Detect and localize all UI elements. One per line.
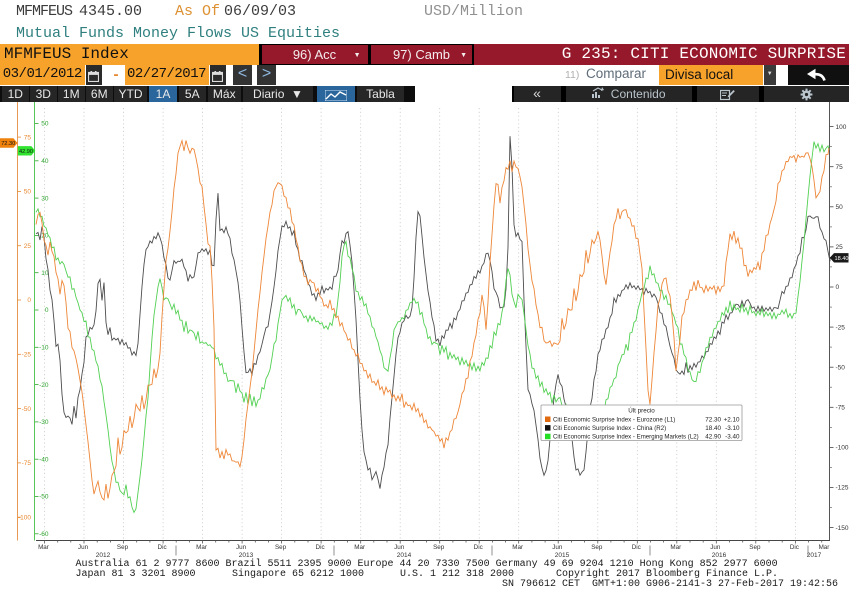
svg-text:Citi Economic Surprise Index -: Citi Economic Surprise Index - Eurozone … [553,417,675,424]
svg-text:Jun: Jun [236,544,247,551]
svg-text:-20: -20 [39,382,49,389]
svg-text:40: 40 [41,158,49,165]
svg-text:50: 50 [41,121,49,128]
svg-text:Sep: Sep [275,544,287,551]
svg-text:Mar: Mar [196,544,207,551]
svg-text:Jun: Jun [552,544,563,551]
svg-text:-60: -60 [39,531,49,538]
svg-text:Dic: Dic [474,544,483,551]
svg-text:-50: -50 [39,494,49,501]
svg-text:-50: -50 [836,364,846,371]
svg-text:2015: 2015 [555,552,570,559]
svg-text:Dic: Dic [158,544,167,551]
svg-text:Dic: Dic [316,544,325,551]
svg-text:-125: -125 [836,485,849,492]
svg-text:2012: 2012 [96,552,111,559]
svg-text:Citi Economic Surprise Index -: Citi Economic Surprise Index - Emerging … [553,434,699,441]
svg-text:10: 10 [41,270,49,277]
svg-text:-30: -30 [39,419,49,426]
svg-text:72.30: 72.30 [1,141,15,147]
svg-text:Sep: Sep [749,544,761,551]
svg-text:75: 75 [24,134,32,141]
svg-text:Mar: Mar [38,544,49,551]
svg-text:20: 20 [41,233,49,240]
svg-text:30: 30 [41,195,49,202]
svg-text:-75: -75 [836,405,846,412]
svg-text:2016: 2016 [712,552,727,559]
svg-text:0: 0 [836,284,840,291]
svg-text:25: 25 [836,244,844,251]
svg-text:42.90: 42.90 [705,434,721,441]
svg-text:25: 25 [24,243,32,250]
svg-text:75: 75 [836,164,844,171]
svg-text:-100: -100 [836,445,849,452]
svg-text:Últ precio: Últ precio [628,406,655,415]
svg-text:0: 0 [27,297,31,304]
svg-text:Sep: Sep [433,544,445,551]
svg-text:Jun: Jun [394,544,405,551]
svg-text:-150: -150 [836,525,849,532]
svg-text:-50: -50 [22,406,32,413]
svg-text:18.40: 18.40 [835,256,849,262]
svg-text:-10: -10 [39,345,49,352]
svg-text:-25: -25 [836,324,846,331]
svg-text:-3.10: -3.10 [725,425,740,432]
svg-text:Mar: Mar [819,544,830,551]
svg-text:0: 0 [45,307,49,314]
svg-text:Dic: Dic [632,544,641,551]
svg-text:50: 50 [836,204,844,211]
svg-text:18.40: 18.40 [705,425,721,432]
svg-text:100: 100 [836,124,847,131]
svg-text:Jun: Jun [710,544,721,551]
svg-text:72.30: 72.30 [705,417,721,424]
svg-text:50: 50 [24,189,32,196]
svg-text:-100: -100 [18,514,31,521]
svg-text:+2.10: +2.10 [724,417,740,424]
svg-text:Mar: Mar [670,544,681,551]
svg-text:-25: -25 [22,352,32,359]
svg-text:2013: 2013 [239,552,254,559]
svg-text:42.90: 42.90 [19,149,33,155]
svg-text:2017: 2017 [807,552,822,559]
svg-text:-3.40: -3.40 [725,434,740,441]
svg-text:-40: -40 [39,456,49,463]
svg-text:Jun: Jun [78,544,89,551]
svg-text:Mar: Mar [354,544,365,551]
svg-text:-75: -75 [22,460,32,467]
svg-text:2014: 2014 [397,552,412,559]
svg-text:Mar: Mar [512,544,523,551]
svg-text:Sep: Sep [591,544,603,551]
svg-text:Sep: Sep [117,544,129,551]
svg-text:Dic: Dic [790,544,799,551]
svg-text:Citi Economic Surprise Index -: Citi Economic Surprise Index - China (R2… [553,425,666,432]
